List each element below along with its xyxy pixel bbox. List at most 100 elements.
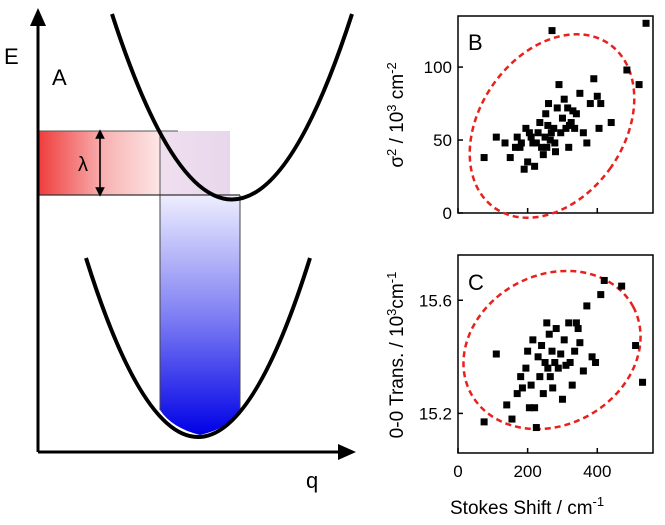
panel-b-frame <box>457 15 654 214</box>
data-point <box>558 395 566 403</box>
data-point <box>551 139 559 147</box>
data-point <box>543 143 551 151</box>
data-point <box>552 148 559 156</box>
y-tick-label: 15.6 <box>419 291 452 310</box>
panel-a-letter: A <box>52 65 67 90</box>
data-point <box>632 342 640 350</box>
data-point <box>538 143 546 151</box>
data-point <box>600 276 608 284</box>
data-point <box>508 415 516 423</box>
panel-c-chart: 15.215.6 0 200 400 C 0-0 Trans. / 103cm-1 … <box>384 254 654 519</box>
panel-c-points <box>480 276 647 432</box>
data-point <box>536 119 544 127</box>
data-point <box>538 342 546 350</box>
data-point <box>558 114 566 122</box>
data-point <box>583 302 591 310</box>
data-point <box>566 358 574 366</box>
data-point <box>565 319 573 327</box>
panel-c-x-label: Stokes Shift / cm-1 <box>450 494 604 519</box>
panel-b-x-ticks <box>457 208 599 213</box>
data-point <box>527 381 535 389</box>
data-point <box>552 325 560 333</box>
data-point <box>586 100 594 108</box>
data-point <box>579 129 587 137</box>
data-point <box>545 330 553 338</box>
data-point <box>592 358 600 366</box>
data-point <box>579 367 587 375</box>
data-point <box>571 347 579 355</box>
data-point <box>567 119 575 127</box>
x-tick-label: 400 <box>583 462 611 481</box>
data-point <box>549 384 557 392</box>
data-point <box>548 347 556 355</box>
coordinate-axis-arrowhead <box>338 444 356 460</box>
excited-state-curve <box>110 13 354 202</box>
data-point <box>544 364 552 372</box>
y-tick-label: 0 <box>443 204 452 223</box>
data-point <box>564 104 572 112</box>
data-point <box>518 384 526 392</box>
data-point <box>517 139 525 147</box>
panel-b-y-ticks: 0 50 100 <box>424 58 463 223</box>
transition-column <box>160 195 240 435</box>
overlap-band <box>160 131 230 195</box>
data-point <box>545 100 553 108</box>
data-point <box>524 347 532 355</box>
data-point <box>520 165 528 173</box>
data-point <box>536 373 544 381</box>
data-point <box>572 110 580 118</box>
data-point <box>572 319 580 327</box>
data-point <box>555 81 563 89</box>
data-point <box>565 143 573 151</box>
data-point <box>532 424 540 432</box>
data-point <box>501 139 509 147</box>
data-point <box>527 133 535 141</box>
x-tick-label: 0 <box>453 462 462 481</box>
data-point <box>522 124 530 132</box>
data-point <box>544 121 552 129</box>
data-point <box>516 143 524 151</box>
panel-b-chart: 0 50 100 B σ2 / 103 cm-2 <box>384 15 654 223</box>
energy-axis-label: E <box>4 44 19 69</box>
data-point <box>551 358 559 366</box>
data-point <box>593 92 601 100</box>
data-point <box>531 404 539 412</box>
data-point <box>543 319 551 327</box>
data-point <box>546 136 554 144</box>
data-point <box>513 390 521 398</box>
data-point <box>597 100 605 108</box>
data-point <box>529 336 537 344</box>
panel-b-y-label: σ2 / 103 cm-2 <box>384 62 408 167</box>
data-point <box>513 133 521 141</box>
data-point <box>618 282 626 290</box>
data-point <box>503 401 511 409</box>
reorganization-band <box>38 131 160 195</box>
data-point <box>548 27 556 35</box>
data-point <box>623 66 631 74</box>
panel-c-letter: C <box>468 270 484 295</box>
data-point <box>588 353 596 361</box>
data-point <box>597 291 605 299</box>
data-point <box>554 364 562 372</box>
data-point <box>534 353 542 361</box>
energy-axis-arrowhead <box>30 8 46 26</box>
panel-b-ellipse <box>468 33 636 219</box>
data-point <box>546 373 554 381</box>
data-point <box>576 339 584 347</box>
y-tick-label: 100 <box>424 58 452 77</box>
data-point <box>560 336 568 344</box>
data-point <box>568 381 576 389</box>
data-point <box>639 378 647 386</box>
data-point <box>562 361 570 369</box>
y-tick-label: 50 <box>433 131 452 150</box>
data-point <box>525 129 533 137</box>
data-point <box>571 124 579 132</box>
data-point <box>553 104 561 112</box>
ground-state-curve <box>84 257 312 439</box>
data-point <box>607 119 615 127</box>
data-point <box>642 19 650 27</box>
data-point <box>550 124 558 132</box>
data-point <box>534 129 542 137</box>
panel-c-y-label: 0-0 Trans. / 103cm-1 <box>384 272 408 439</box>
coordinate-axis-label: q <box>306 468 318 493</box>
